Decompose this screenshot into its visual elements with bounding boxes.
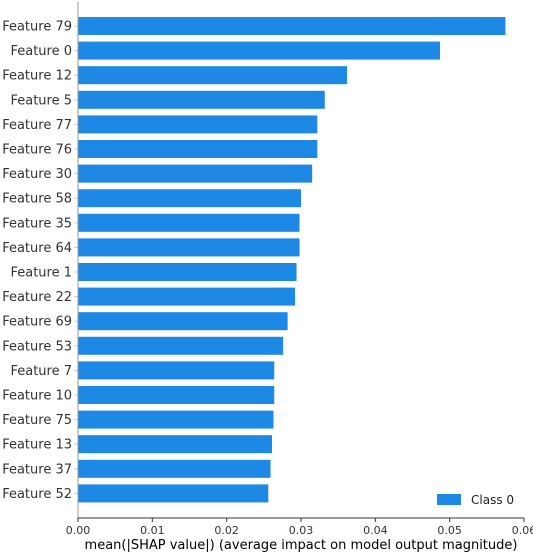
y-tick-label: Feature 76 [2, 143, 72, 158]
x-tick-label: 0.05 [437, 524, 462, 537]
y-tick-label: Feature 77 [2, 118, 72, 133]
legend-label: Class 0 [471, 493, 514, 507]
x-tick-label: 0.06 [512, 524, 533, 537]
x-tick-label: 0.02 [214, 524, 239, 537]
bar [78, 263, 297, 281]
x-tick-label: 0.01 [140, 524, 165, 537]
y-tick-label: Feature 12 [2, 69, 72, 84]
bar [78, 115, 318, 134]
bar [78, 336, 284, 355]
bar [78, 410, 274, 429]
bar [78, 90, 325, 109]
y-tick-label: Feature 1 [10, 266, 72, 281]
y-tick-labels: Feature 79 Feature 0 Feature 12 Feature 5 Fe… [2, 20, 78, 502]
y-tick-label: Feature 69 [2, 315, 72, 330]
y-tick-label: Feature 0 [10, 44, 72, 59]
y-tick-label: Feature 79 [2, 20, 72, 35]
y-tick-label: Feature 52 [2, 487, 72, 502]
bar [78, 459, 271, 478]
bar [78, 238, 300, 257]
bar [78, 17, 506, 35]
bar [78, 287, 296, 306]
bar [78, 213, 300, 232]
y-tick-label: Feature 58 [2, 192, 72, 207]
x-tick-label: 0.00 [66, 524, 91, 537]
bar [78, 41, 440, 60]
bar [78, 386, 275, 404]
y-tick-label: Feature 30 [2, 167, 72, 182]
bar [78, 361, 275, 380]
bar [78, 484, 269, 503]
y-tick-label: Feature 22 [2, 290, 72, 305]
x-ticks: 0.00 0.01 0.02 0.03 0.04 0.05 0.06 [66, 518, 533, 537]
bar [78, 435, 273, 454]
y-tick-label: Feature 64 [2, 241, 72, 256]
x-axis-title: mean(|SHAP value|) (average impact on mo… [85, 538, 518, 552]
y-tick-label: Feature 53 [2, 339, 72, 354]
bar [78, 312, 288, 331]
legend: Class 0 [437, 493, 514, 507]
y-tick-label: Feature 7 [10, 364, 72, 379]
bar [78, 66, 348, 85]
bars-group [78, 17, 506, 503]
y-tick-label: Feature 10 [2, 389, 72, 404]
y-tick-label: Feature 35 [2, 216, 72, 231]
y-tick-label: Feature 37 [2, 462, 72, 477]
x-tick-label: 0.03 [289, 524, 314, 537]
x-tick-label: 0.04 [363, 524, 388, 537]
y-tick-label: Feature 75 [2, 413, 72, 428]
legend-swatch [437, 494, 461, 505]
bar [78, 164, 313, 183]
bar [78, 189, 301, 208]
y-tick-label: Feature 13 [2, 438, 72, 453]
bar [78, 140, 318, 158]
y-tick-label: Feature 5 [10, 93, 72, 108]
